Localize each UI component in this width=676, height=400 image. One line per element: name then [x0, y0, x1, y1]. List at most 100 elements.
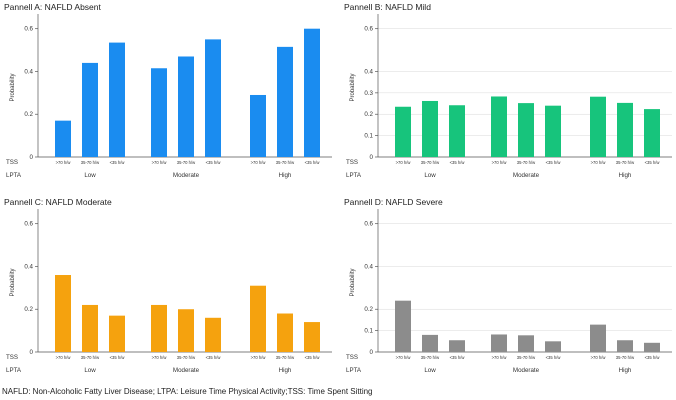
bar-high-0 — [590, 96, 606, 157]
bar-moderate-1 — [518, 335, 534, 352]
y-axis-label: Probability — [350, 268, 356, 296]
bar-high-2 — [304, 28, 320, 158]
y-tick-label: 0.3 — [364, 90, 373, 97]
panel-0: Pannell A: NAFLD Absent 0 0.2 0.4 0.6 Probabi… — [4, 2, 332, 179]
bar-moderate-2 — [205, 317, 221, 352]
y-tick-label: 0.6 — [364, 221, 373, 228]
row-label-tss: TSS — [346, 354, 358, 361]
category-label: 35-70 h/w — [616, 355, 635, 360]
row-label-tss: TSS — [346, 159, 358, 166]
bar-moderate-0 — [151, 68, 167, 157]
category-label: >70 h/w — [251, 160, 267, 165]
bar-high-2 — [304, 322, 320, 352]
panel-title: Pannell B: NAFLD Mild — [344, 2, 431, 12]
group-label: Moderate — [173, 172, 200, 179]
y-tick-label: 0.2 — [24, 111, 33, 118]
category-label: <35 h/w — [645, 160, 661, 165]
row-label-lpta: LPTA — [6, 172, 22, 179]
row-label-tss: TSS — [6, 159, 18, 166]
y-tick-label: 0.6 — [24, 221, 33, 228]
y-tick-label: 0.6 — [24, 26, 33, 33]
category-label: >70 h/w — [152, 160, 168, 165]
group-label: Low — [84, 172, 96, 179]
category-label: >70 h/w — [396, 355, 412, 360]
panel-title: Pannell C: NAFLD Moderate — [4, 197, 112, 207]
category-label: >70 h/w — [591, 160, 607, 165]
bar-high-0 — [590, 324, 606, 352]
group-label: Moderate — [513, 367, 540, 374]
row-label-lpta: LPTA — [6, 367, 22, 374]
footnote: NAFLD: Non-Alcoholic Fatty Liver Disease… — [2, 387, 373, 396]
group-label: High — [279, 367, 292, 374]
group-label: Low — [424, 367, 436, 374]
bar-high-1 — [617, 340, 633, 352]
category-label: >70 h/w — [591, 355, 607, 360]
category-label: 35-70 h/w — [81, 355, 100, 360]
bar-low-2 — [109, 42, 125, 157]
group-label: High — [619, 172, 632, 179]
category-label: <35 h/w — [546, 160, 562, 165]
bar-moderate-2 — [545, 341, 561, 352]
category-label: >70 h/w — [56, 160, 72, 165]
bar-low-1 — [82, 304, 98, 352]
category-label: >70 h/w — [56, 355, 72, 360]
bar-high-1 — [617, 102, 633, 157]
bar-moderate-2 — [545, 105, 561, 157]
y-tick-label: 0.2 — [364, 111, 373, 118]
y-tick-label: 0.4 — [364, 263, 373, 270]
category-label: 35-70 h/w — [421, 355, 440, 360]
category-label: 35-70 h/w — [177, 160, 196, 165]
category-label: 35-70 h/w — [421, 160, 440, 165]
category-label: <35 h/w — [110, 355, 126, 360]
bar-high-2 — [644, 342, 660, 352]
bar-low-2 — [449, 340, 465, 352]
category-label: <35 h/w — [546, 355, 562, 360]
y-tick-label: 0.2 — [24, 306, 33, 313]
y-tick-label: 0.1 — [364, 133, 373, 140]
group-label: Low — [84, 367, 96, 374]
bar-moderate-0 — [151, 304, 167, 352]
group-label: High — [619, 367, 632, 374]
group-label: Low — [424, 172, 436, 179]
y-tick-label: 0 — [370, 154, 374, 161]
figure: Pannell A: NAFLD Absent 0 0.2 0.4 0.6 Probabi… — [4, 2, 672, 374]
panel-title: Pannell D: NAFLD Severe — [344, 197, 443, 207]
category-label: 35-70 h/w — [276, 355, 295, 360]
category-label: >70 h/w — [251, 355, 267, 360]
bar-moderate-2 — [205, 39, 221, 158]
bar-low-1 — [82, 62, 98, 157]
category-label: 35-70 h/w — [81, 160, 100, 165]
panel-1: Pannell B: NAFLD Mild 0 0.1 0.2 0.3 0.4 0.6 Pro… — [344, 2, 672, 179]
category-label: 35-70 h/w — [616, 160, 635, 165]
y-tick-label: 0.4 — [24, 68, 33, 75]
bar-high-2 — [644, 109, 660, 157]
panel-title: Pannell A: NAFLD Absent — [4, 2, 102, 12]
category-label: 35-70 h/w — [517, 160, 536, 165]
category-label: 35-70 h/w — [517, 355, 536, 360]
category-label: <35 h/w — [450, 160, 466, 165]
y-tick-label: 0 — [30, 349, 34, 356]
bar-low-2 — [449, 105, 465, 157]
bar-low-0 — [55, 275, 71, 352]
bar-low-2 — [109, 315, 125, 352]
bar-high-1 — [277, 46, 293, 157]
bar-moderate-1 — [178, 309, 194, 352]
group-label: High — [279, 172, 292, 179]
row-label-lpta: LPTA — [346, 172, 362, 179]
bar-low-1 — [422, 334, 438, 352]
bar-high-1 — [277, 313, 293, 352]
y-tick-label: 0.2 — [364, 306, 373, 313]
y-tick-label: 0 — [30, 154, 34, 161]
category-label: 35-70 h/w — [276, 160, 295, 165]
y-tick-label: 0.1 — [364, 328, 373, 335]
category-label: <35 h/w — [645, 355, 661, 360]
category-label: >70 h/w — [152, 355, 168, 360]
y-axis-label: Probability — [10, 268, 16, 296]
panel-2: Pannell C: NAFLD Moderate 0 0.2 0.4 0.6 Proba… — [4, 197, 332, 374]
y-tick-label: 0 — [370, 349, 374, 356]
bar-moderate-0 — [491, 96, 507, 157]
category-label: >70 h/w — [492, 160, 508, 165]
category-label: >70 h/w — [396, 160, 412, 165]
group-label: Moderate — [513, 172, 540, 179]
y-tick-label: 0.4 — [364, 68, 373, 75]
